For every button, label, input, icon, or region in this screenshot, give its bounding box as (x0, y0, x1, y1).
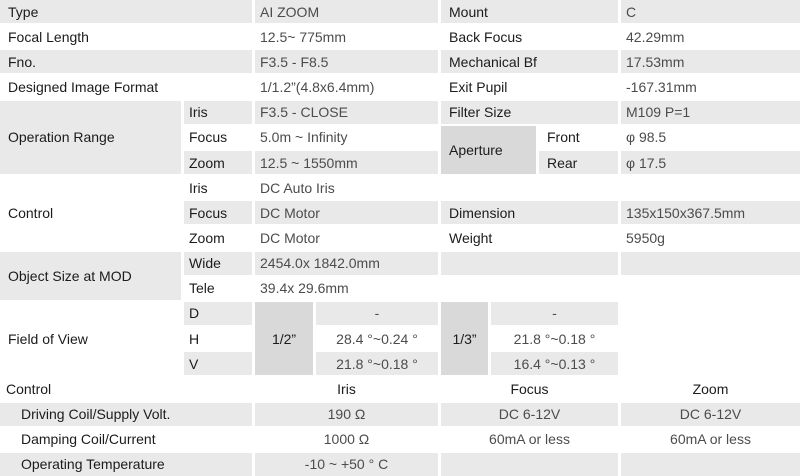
electrical-header-focus: Focus (441, 377, 618, 401)
object-size-label: Object Size at MOD (0, 251, 181, 300)
control-iris-value: DC Auto Iris (255, 176, 438, 200)
electrical-header-iris: Iris (255, 377, 438, 401)
empty-cell (621, 452, 800, 476)
driving-coil-iris-value: 190 Ω (255, 402, 438, 426)
exit-pupil-label: Exit Pupil (441, 75, 618, 99)
mount-label: Mount (441, 0, 618, 24)
fov-v-third-value: 16.4 °~0.13 ° (491, 352, 618, 376)
mechanical-bf-label: Mechanical Bf (441, 50, 618, 74)
driving-coil-zoom-value: DC 6-12V (621, 402, 800, 426)
control-zoom-value: DC Motor (255, 226, 438, 250)
field-of-view-label: Field of View (0, 301, 181, 376)
mechanical-bf-value: 17.53mm (621, 50, 800, 74)
fov-d-third-value: - (491, 301, 618, 326)
electrical-header-zoom: Zoom (621, 377, 800, 401)
operation-range-iris-label: Iris (184, 100, 252, 124)
focal-length-value: 12.5~ 775mm (255, 25, 438, 49)
damping-coil-iris-value: 1000 Ω (255, 427, 438, 451)
fov-sensor-half-label: 1/2” (255, 301, 313, 376)
damping-coil-zoom-value: 60mA or less (621, 427, 800, 451)
image-format-label: Designed Image Format (0, 75, 252, 99)
operating-temperature-value: -10 ~ +50 ° C (255, 452, 438, 476)
damping-coil-focus-value: 60mA or less (441, 427, 618, 451)
operating-temperature-label: Operating Temperature (0, 452, 252, 476)
fov-h-half-value: 28.4 °~0.24 ° (316, 327, 438, 351)
filter-size-value: M109 P=1 (621, 100, 800, 124)
object-size-tele-label: Tele (184, 276, 252, 300)
operation-range-zoom-value: 12.5 ~ 1550mm (255, 150, 438, 175)
back-focus-value: 42.29mm (621, 25, 800, 49)
dimension-value: 135x150x367.5mm (621, 201, 800, 225)
aperture-front-label: Front (539, 125, 618, 149)
dimension-label: Dimension (441, 201, 618, 225)
damping-coil-label: Damping Coil/Current (0, 427, 252, 451)
control-zoom-label: Zoom (184, 226, 252, 250)
empty-cell (441, 251, 618, 275)
driving-coil-label: Driving Coil/Supply Volt. (0, 402, 252, 426)
aperture-rear-value: φ 17.5 (621, 150, 800, 175)
back-focus-label: Back Focus (441, 25, 618, 49)
control-focus-label: Focus (184, 201, 252, 225)
object-size-tele-value: 39.4x 29.6mm (255, 276, 438, 300)
fov-v-half-value: 21.8 °~0.18 ° (316, 352, 438, 376)
operation-range-focus-value: 5.0m ~ Infinity (255, 125, 438, 149)
fov-h-third-value: 21.8 °~0.18 ° (491, 327, 618, 351)
fov-v-label: V (184, 352, 252, 376)
fov-d-half-value: - (316, 301, 438, 326)
type-label: Type (0, 0, 252, 24)
control-iris-label: Iris (184, 176, 252, 200)
fno-label: Fno. (0, 50, 252, 74)
aperture-rear-label: Rear (539, 150, 618, 175)
fov-h-label: H (184, 327, 252, 351)
fno-value: F3.5 - F8.5 (255, 50, 438, 74)
operation-range-iris-value: F3.5 - CLOSE (255, 100, 438, 124)
weight-value: 5950g (621, 226, 800, 250)
type-value: AI ZOOM (255, 0, 438, 24)
aperture-front-value: φ 98.5 (621, 125, 800, 149)
driving-coil-focus-value: DC 6-12V (441, 402, 618, 426)
mount-value: C (621, 0, 800, 24)
control-label: Control (0, 176, 181, 250)
operation-range-focus-label: Focus (184, 125, 252, 149)
electrical-header-label: Control (0, 377, 252, 401)
focal-length-label: Focal Length (0, 25, 252, 49)
fov-sensor-third-label: 1/3” (441, 301, 488, 376)
empty-cell (621, 251, 800, 275)
control-focus-value: DC Motor (255, 201, 438, 225)
operation-range-label: Operation Range (0, 100, 181, 175)
object-size-wide-label: Wide (184, 251, 252, 275)
empty-cell (441, 452, 618, 476)
operation-range-zoom-label: Zoom (184, 150, 252, 175)
weight-label: Weight (441, 226, 618, 250)
image-format-value: 1/1.2”(4.8x6.4mm) (255, 75, 438, 99)
fov-d-label: D (184, 301, 252, 326)
object-size-wide-value: 2454.0x 1842.0mm (255, 251, 438, 275)
filter-size-label: Filter Size (441, 100, 618, 124)
exit-pupil-value: -167.31mm (621, 75, 800, 99)
aperture-label: Aperture (441, 125, 536, 175)
